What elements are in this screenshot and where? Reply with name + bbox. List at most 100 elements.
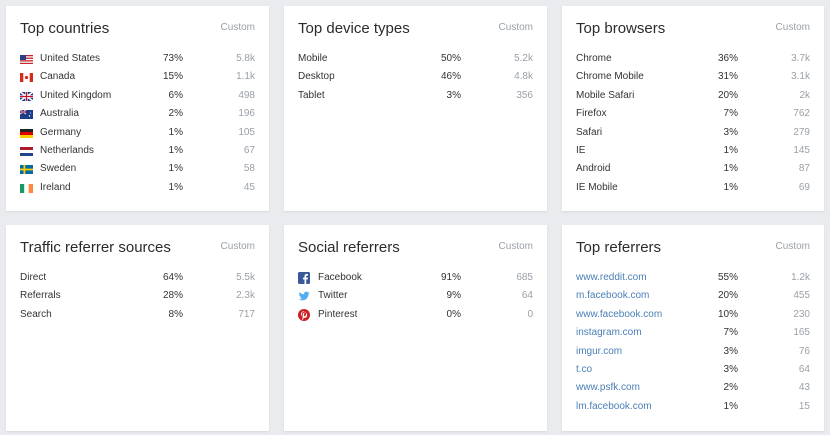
row-name: Netherlands	[40, 144, 94, 156]
row-percent: 1%	[168, 126, 183, 138]
row-percent: 36%	[717, 53, 738, 64]
row-percent: 9%	[446, 290, 461, 302]
flag-au-icon	[20, 110, 33, 120]
referrer-link[interactable]: instagram.com	[576, 327, 642, 339]
social-list: Facebook 91% 685 Twitter 9% 64 Pinterest…	[298, 269, 533, 324]
list-item[interactable]: Mobile 50% 5.2k	[298, 50, 533, 68]
row-count: 1.1k	[236, 71, 255, 83]
list-item[interactable]: Germany 1% 105	[20, 124, 255, 142]
card-title: Social referrers	[298, 239, 400, 256]
list-item[interactable]: Android 1% 87	[576, 160, 810, 178]
list-item[interactable]: Safari 3% 279	[576, 124, 810, 142]
list-item[interactable]: t.co 3% 64	[576, 361, 810, 379]
row-name: Canada	[40, 71, 76, 83]
row-count: 5.2k	[514, 53, 533, 64]
custom-link[interactable]: Custom	[220, 22, 255, 33]
row-percent: 31%	[717, 71, 738, 83]
list-item[interactable]: www.psfk.com 2% 43	[576, 379, 810, 397]
row-name: Australia	[40, 108, 79, 120]
list-item[interactable]: instagram.com 7% 165	[576, 324, 810, 342]
list-item[interactable]: Facebook 91% 685	[298, 269, 533, 287]
card-title: Traffic referrer sources	[20, 239, 171, 256]
row-percent: 3%	[723, 363, 738, 375]
row-count: 356	[516, 89, 533, 101]
row-percent: 2%	[723, 382, 738, 394]
card-traffic-referrer-sources: Traffic referrer sources Custom Direct 64…	[6, 225, 269, 431]
list-item[interactable]: Mobile Safari 20% 2k	[576, 87, 810, 105]
referrer-link[interactable]: www.reddit.com	[576, 272, 647, 283]
list-item[interactable]: Netherlands 1% 67	[20, 142, 255, 160]
list-item[interactable]: Search 8% 717	[20, 306, 255, 324]
list-item[interactable]: www.facebook.com 10% 230	[576, 306, 810, 324]
list-item[interactable]: Sweden 1% 58	[20, 160, 255, 178]
list-item[interactable]: Chrome 36% 3.7k	[576, 50, 810, 68]
row-percent: 10%	[717, 308, 738, 320]
row-percent: 20%	[717, 89, 738, 101]
custom-link[interactable]: Custom	[775, 22, 810, 33]
list-item[interactable]: Twitter 9% 64	[298, 287, 533, 305]
custom-link[interactable]: Custom	[220, 241, 255, 252]
flag-us-icon	[20, 55, 33, 64]
countries-list: United States 73% 5.8k Canada 15% 1.1k U…	[20, 50, 255, 197]
list-item[interactable]: lm.facebook.com 1% 15	[576, 398, 810, 416]
list-item[interactable]: Canada 15% 1.1k	[20, 68, 255, 86]
row-count: 2k	[799, 89, 810, 101]
referrer-link[interactable]: imgur.com	[576, 345, 623, 357]
flag-se-icon	[20, 165, 33, 175]
row-name: Desktop	[298, 71, 335, 83]
card-top-referrers: Top referrers Custom www.reddit.com 55% 1.…	[562, 225, 824, 431]
row-count: 76	[798, 345, 810, 357]
row-count: 762	[793, 108, 810, 120]
row-count: 685	[516, 272, 533, 283]
row-name: Tablet	[298, 89, 325, 101]
list-item[interactable]: Referrals 28% 2.3k	[20, 287, 255, 305]
list-item[interactable]: Direct 64% 5.5k	[20, 269, 255, 287]
referrer-link[interactable]: www.facebook.com	[576, 308, 663, 320]
custom-link[interactable]: Custom	[498, 241, 533, 252]
row-percent: 3%	[446, 89, 461, 101]
referrers-list: www.reddit.com 55% 1.2k m.facebook.com 20% 4…	[576, 269, 810, 416]
referrer-link[interactable]: www.psfk.com	[576, 382, 640, 394]
card-top-browsers: Top browsers Custom Chrome 36% 3.7k Chrome…	[562, 6, 824, 211]
list-item[interactable]: Firefox 7% 762	[576, 105, 810, 123]
list-item[interactable]: IE Mobile 1% 69	[576, 179, 810, 197]
referrer-link[interactable]: m.facebook.com	[576, 290, 650, 302]
row-name: Facebook	[318, 272, 362, 283]
row-percent: 1%	[168, 144, 183, 156]
referrer-link[interactable]: lm.facebook.com	[576, 400, 652, 412]
list-item[interactable]: United Kingdom 6% 498	[20, 87, 255, 105]
row-percent: 46%	[440, 71, 461, 83]
row-percent: 0%	[446, 308, 461, 320]
list-item[interactable]: IE 1% 145	[576, 142, 810, 160]
list-item[interactable]: www.reddit.com 55% 1.2k	[576, 269, 810, 287]
flag-ca-icon	[20, 73, 33, 83]
row-count: 3.7k	[791, 53, 810, 64]
row-count: 69	[798, 181, 810, 193]
row-count: 64	[798, 363, 810, 375]
list-item[interactable]: Australia 2% 196	[20, 105, 255, 123]
row-percent: 28%	[162, 290, 183, 302]
row-count: 196	[238, 108, 255, 120]
list-item[interactable]: Tablet 3% 356	[298, 87, 533, 105]
row-count: 0	[527, 308, 533, 320]
list-item[interactable]: Desktop 46% 4.8k	[298, 68, 533, 86]
referrer-link[interactable]: t.co	[576, 363, 593, 375]
list-item[interactable]: Ireland 1% 45	[20, 179, 255, 197]
twitter-icon	[298, 290, 310, 302]
card-title: Top countries	[20, 20, 110, 37]
row-percent: 8%	[168, 308, 183, 320]
card-title: Top referrers	[576, 239, 662, 256]
list-item[interactable]: m.facebook.com 20% 455	[576, 287, 810, 305]
custom-link[interactable]: Custom	[775, 241, 810, 252]
list-item[interactable]: United States 73% 5.8k	[20, 50, 255, 68]
list-item[interactable]: imgur.com 3% 76	[576, 343, 810, 361]
custom-link[interactable]: Custom	[498, 22, 533, 33]
row-count: 1.2k	[791, 272, 810, 283]
row-count: 105	[238, 126, 255, 138]
row-percent: 15%	[162, 71, 183, 83]
list-item[interactable]: Pinterest 0% 0	[298, 306, 533, 324]
facebook-icon	[298, 272, 310, 284]
list-item[interactable]: Chrome Mobile 31% 3.1k	[576, 68, 810, 86]
browsers-list: Chrome 36% 3.7k Chrome Mobile 31% 3.1k Mobil…	[576, 50, 810, 197]
row-count: 5.8k	[236, 53, 255, 64]
